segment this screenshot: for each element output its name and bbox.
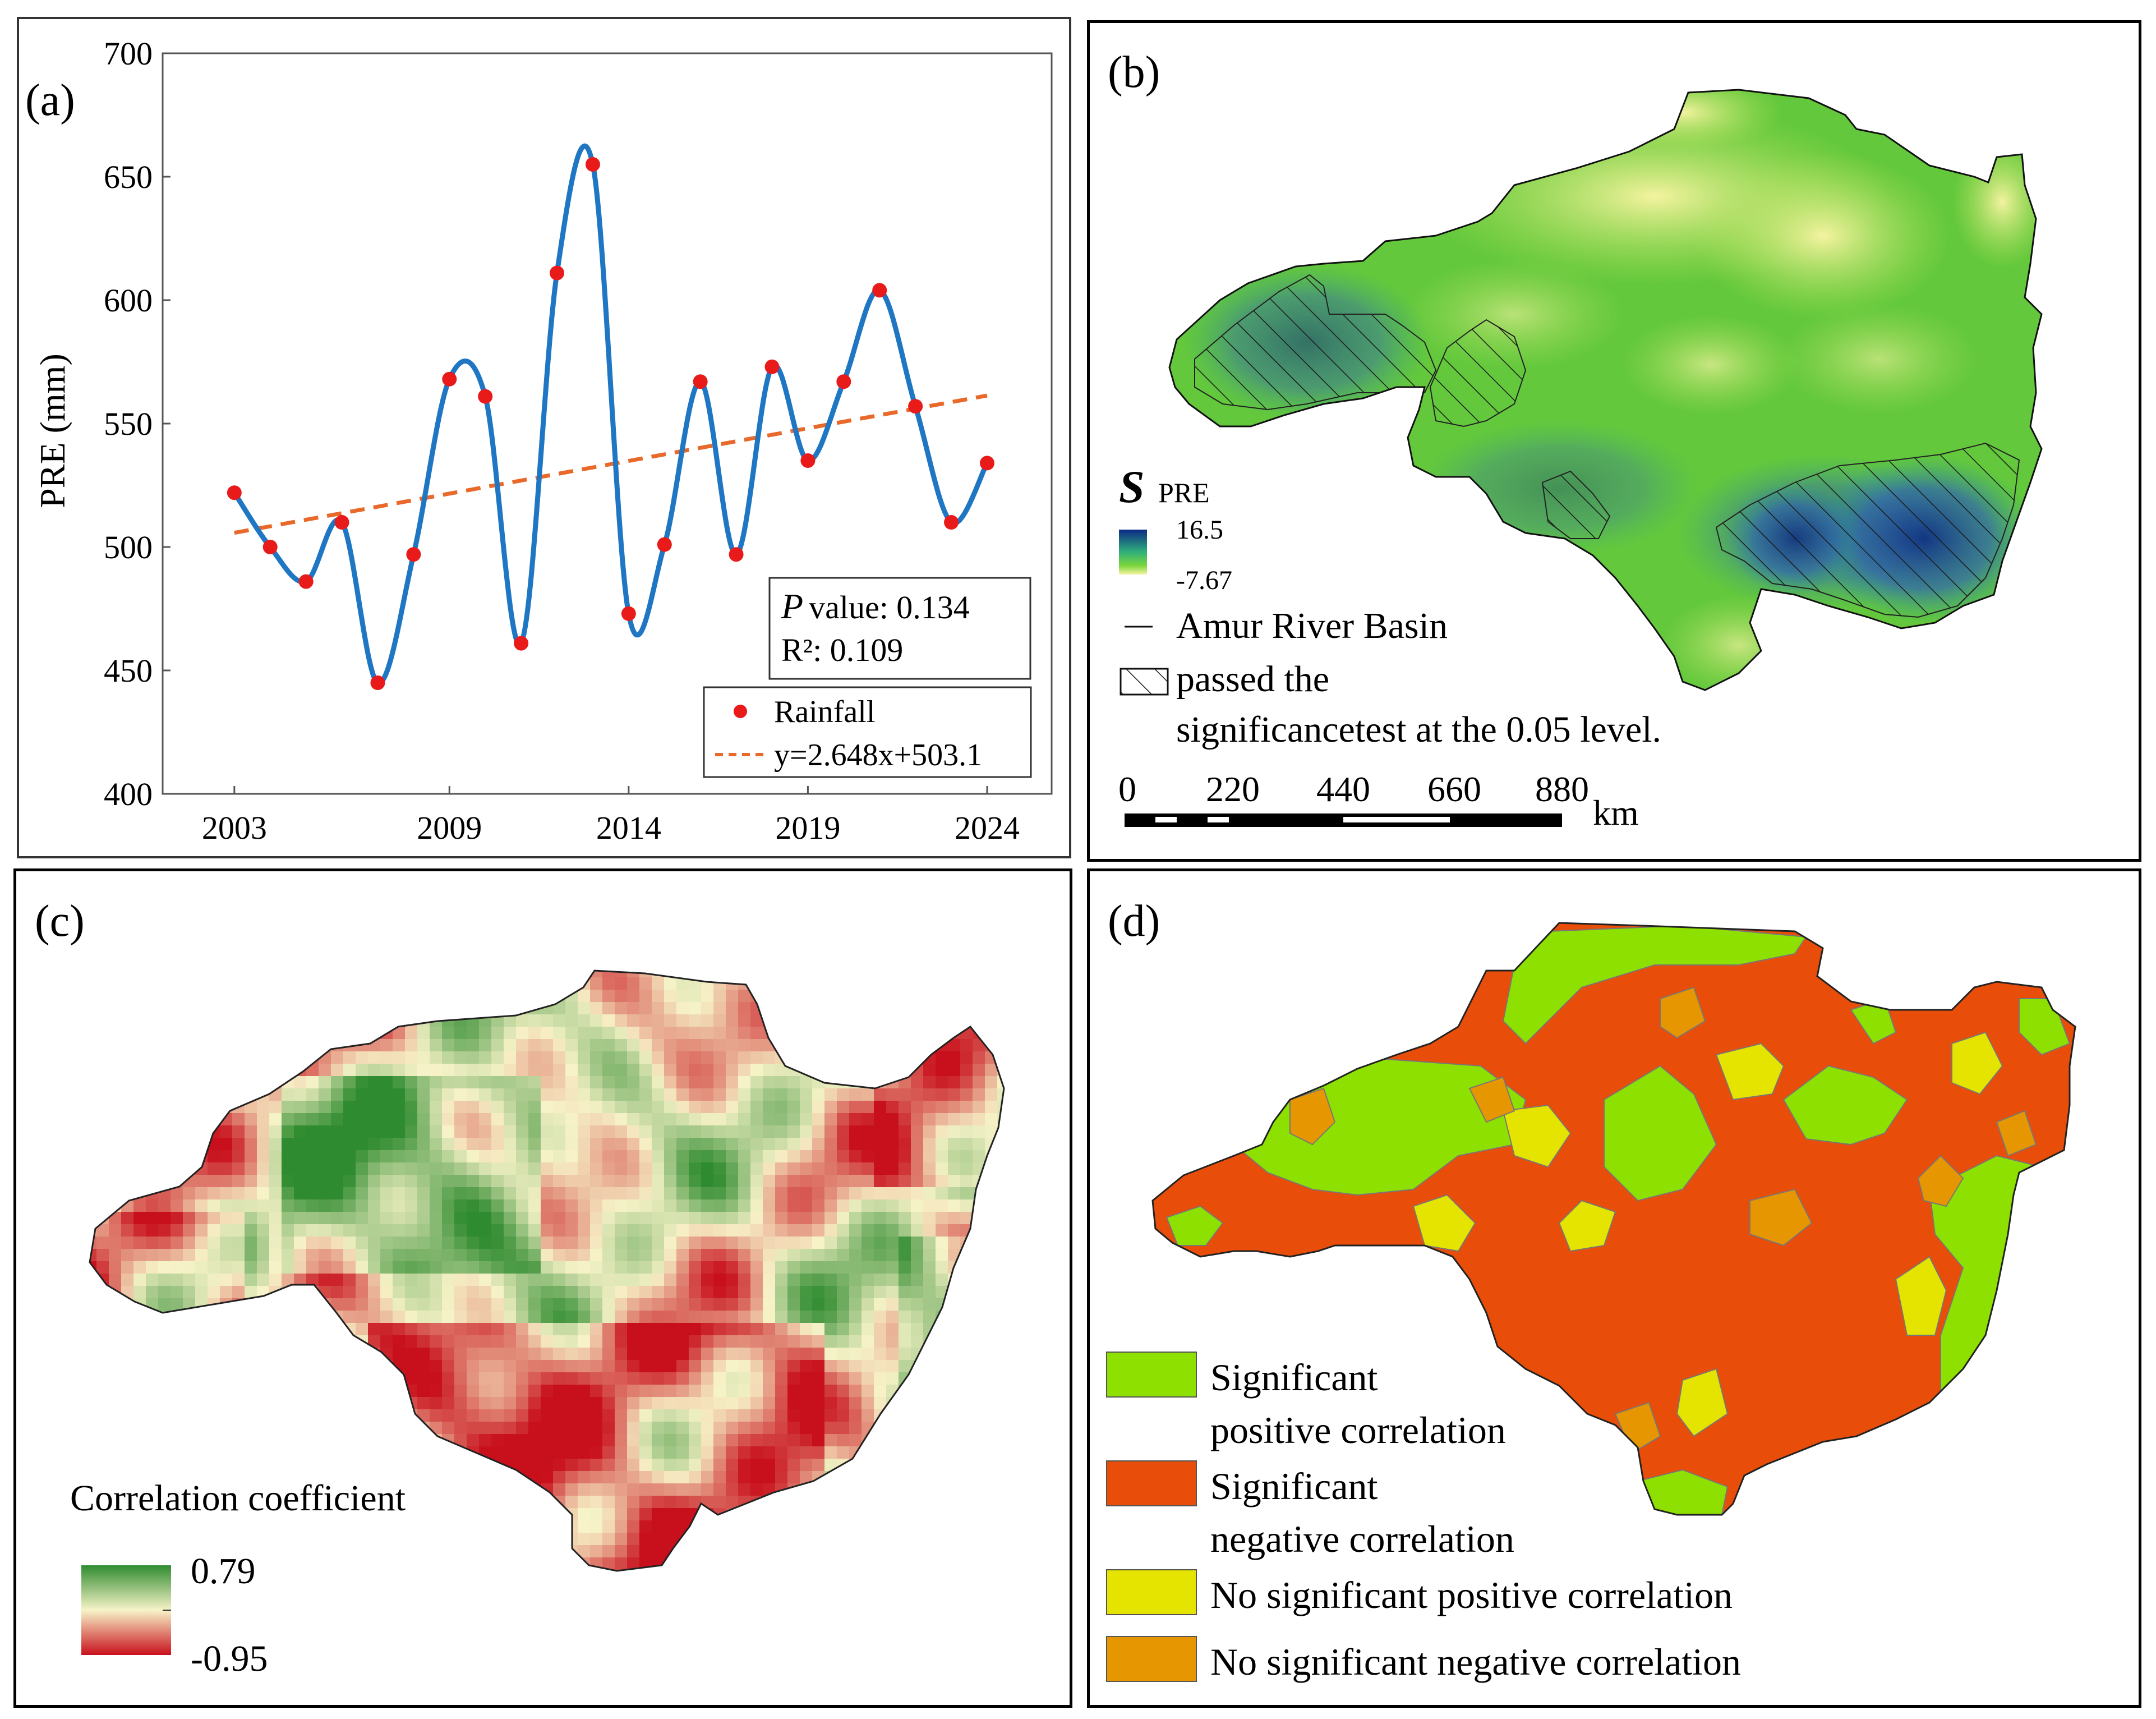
hatch-legend-label-1: passed the (1176, 659, 1329, 700)
point-2015 (657, 537, 672, 552)
point-2022 (908, 399, 923, 414)
y-tick-650: 650 (104, 159, 153, 195)
legend-nosig-pos: No significant positive correlation (1210, 1574, 1733, 1616)
corr-min: -0.95 (191, 1638, 268, 1679)
point-2024 (979, 456, 994, 471)
point-2005 (298, 574, 314, 589)
y-tick-600: 600 (104, 282, 153, 319)
point-2014 (621, 606, 636, 621)
point-2012 (550, 265, 565, 281)
legend-label-trend: y=2.648x+503.1 (774, 738, 982, 773)
point-2008 (406, 547, 421, 562)
corr-colorbar (81, 1565, 171, 1655)
scale-tick-0: 0 (1118, 769, 1136, 809)
y-tick-550: 550 (104, 406, 153, 442)
x-tick-2003: 2003 (202, 810, 267, 846)
spre-raster (1169, 90, 2042, 690)
legend-sig-neg-line2: negative correlation (1210, 1518, 1514, 1560)
point-2020 (836, 374, 851, 389)
legend-sig-pos-line2: positive correlation (1210, 1409, 1506, 1451)
x-tick-2019: 2019 (775, 810, 840, 846)
y-axis-label: PRE (mm) (33, 353, 72, 508)
panel-label-a: (a) (25, 76, 75, 125)
point-2007 (370, 675, 385, 690)
legend-label-rainfall: Rainfall (774, 695, 875, 729)
point-2016 (693, 374, 708, 389)
legend-swatch-nosig-neg (1106, 1636, 1197, 1682)
scale-tick-220: 220 (1206, 769, 1260, 809)
p-symbol: P (781, 586, 803, 626)
trend-line (234, 393, 988, 535)
basin-legend-label: Amur River Basin (1176, 605, 1448, 646)
point-2006 (334, 515, 349, 530)
panel-label-c: (c) (35, 897, 85, 946)
hatch-legend-swatch (1120, 668, 1169, 696)
y-tick-700: 700 (104, 35, 153, 72)
legend-marker-rainfall (734, 705, 747, 718)
point-2021 (872, 283, 887, 298)
point-2019 (800, 453, 816, 468)
panel-label-b: (b) (1108, 48, 1160, 97)
legend-swatch-sig-neg (1106, 1460, 1197, 1506)
point-2004 (262, 540, 278, 554)
point-2017 (729, 547, 744, 562)
scale-bar: 0 220 440 660 880 km (1118, 769, 1639, 833)
scale-tick-660: 660 (1427, 769, 1481, 809)
hatch-legend-label-2: significancetest at the 0.05 level. (1176, 709, 1661, 750)
scale-tick-880: 880 (1535, 769, 1589, 809)
point-2013 (585, 157, 600, 172)
x-tick-2009: 2009 (417, 810, 482, 846)
corr-legend-title: Correlation coefficient (70, 1478, 406, 1519)
legend-title-sub: PRE (1158, 477, 1210, 508)
corr-max: 0.79 (191, 1551, 256, 1592)
y-axis: 400 450 500 550 600 650 700 (104, 35, 171, 812)
legend-nosig-neg: No significant negative correlation (1210, 1640, 1741, 1683)
panel-label-d: (d) (1108, 897, 1160, 946)
x-tick-2014: 2014 (596, 810, 661, 846)
legend-box (703, 686, 1032, 778)
legend-sig-pos-line1: Significant (1210, 1356, 1378, 1399)
legend-swatch-sig-pos (1106, 1352, 1197, 1398)
spre-max: 16.5 (1176, 515, 1223, 545)
point-2011 (514, 636, 529, 651)
y-tick-400: 400 (104, 776, 153, 812)
spre-min: -7.67 (1176, 566, 1232, 595)
stats-r2: R²: 0.109 (781, 632, 903, 668)
legend-swatch-nosig-pos (1106, 1569, 1197, 1615)
map-c: (c) Correlation coefficient 0.79 -0.95 (35, 897, 1005, 1679)
point-2010 (478, 389, 493, 404)
legend-sig-neg-line1: Significant (1210, 1465, 1378, 1507)
scale-tick-440: 440 (1316, 769, 1370, 809)
spre-colorbar (1119, 530, 1147, 574)
p-value-text: value: 0.134 (809, 589, 970, 626)
point-2003 (227, 485, 242, 500)
significance-legend: Significant positive correlation Signifi… (1106, 1352, 1741, 1683)
stats-box (768, 577, 1031, 680)
amur-basin-outline (1168, 89, 2043, 691)
x-axis: 2003 2009 2014 2019 2024 (202, 786, 1020, 846)
y-tick-500: 500 (104, 529, 153, 566)
point-2009 (442, 371, 457, 387)
basin-outline-d (1151, 922, 2076, 1516)
rainfall-points (227, 157, 994, 690)
point-2023 (944, 515, 959, 530)
legend-title-symbol: S (1119, 461, 1145, 512)
scale-unit: km (1593, 793, 1639, 833)
x-tick-2024: 2024 (955, 810, 1020, 846)
point-2018 (764, 359, 780, 374)
map-d: (d) (1106, 897, 2076, 1683)
basin-outline-c (89, 969, 1005, 1572)
y-tick-450: 450 (104, 652, 153, 689)
map-b: (b) S PRE 16.5 -7.67 Amur Ri (1108, 48, 2043, 833)
